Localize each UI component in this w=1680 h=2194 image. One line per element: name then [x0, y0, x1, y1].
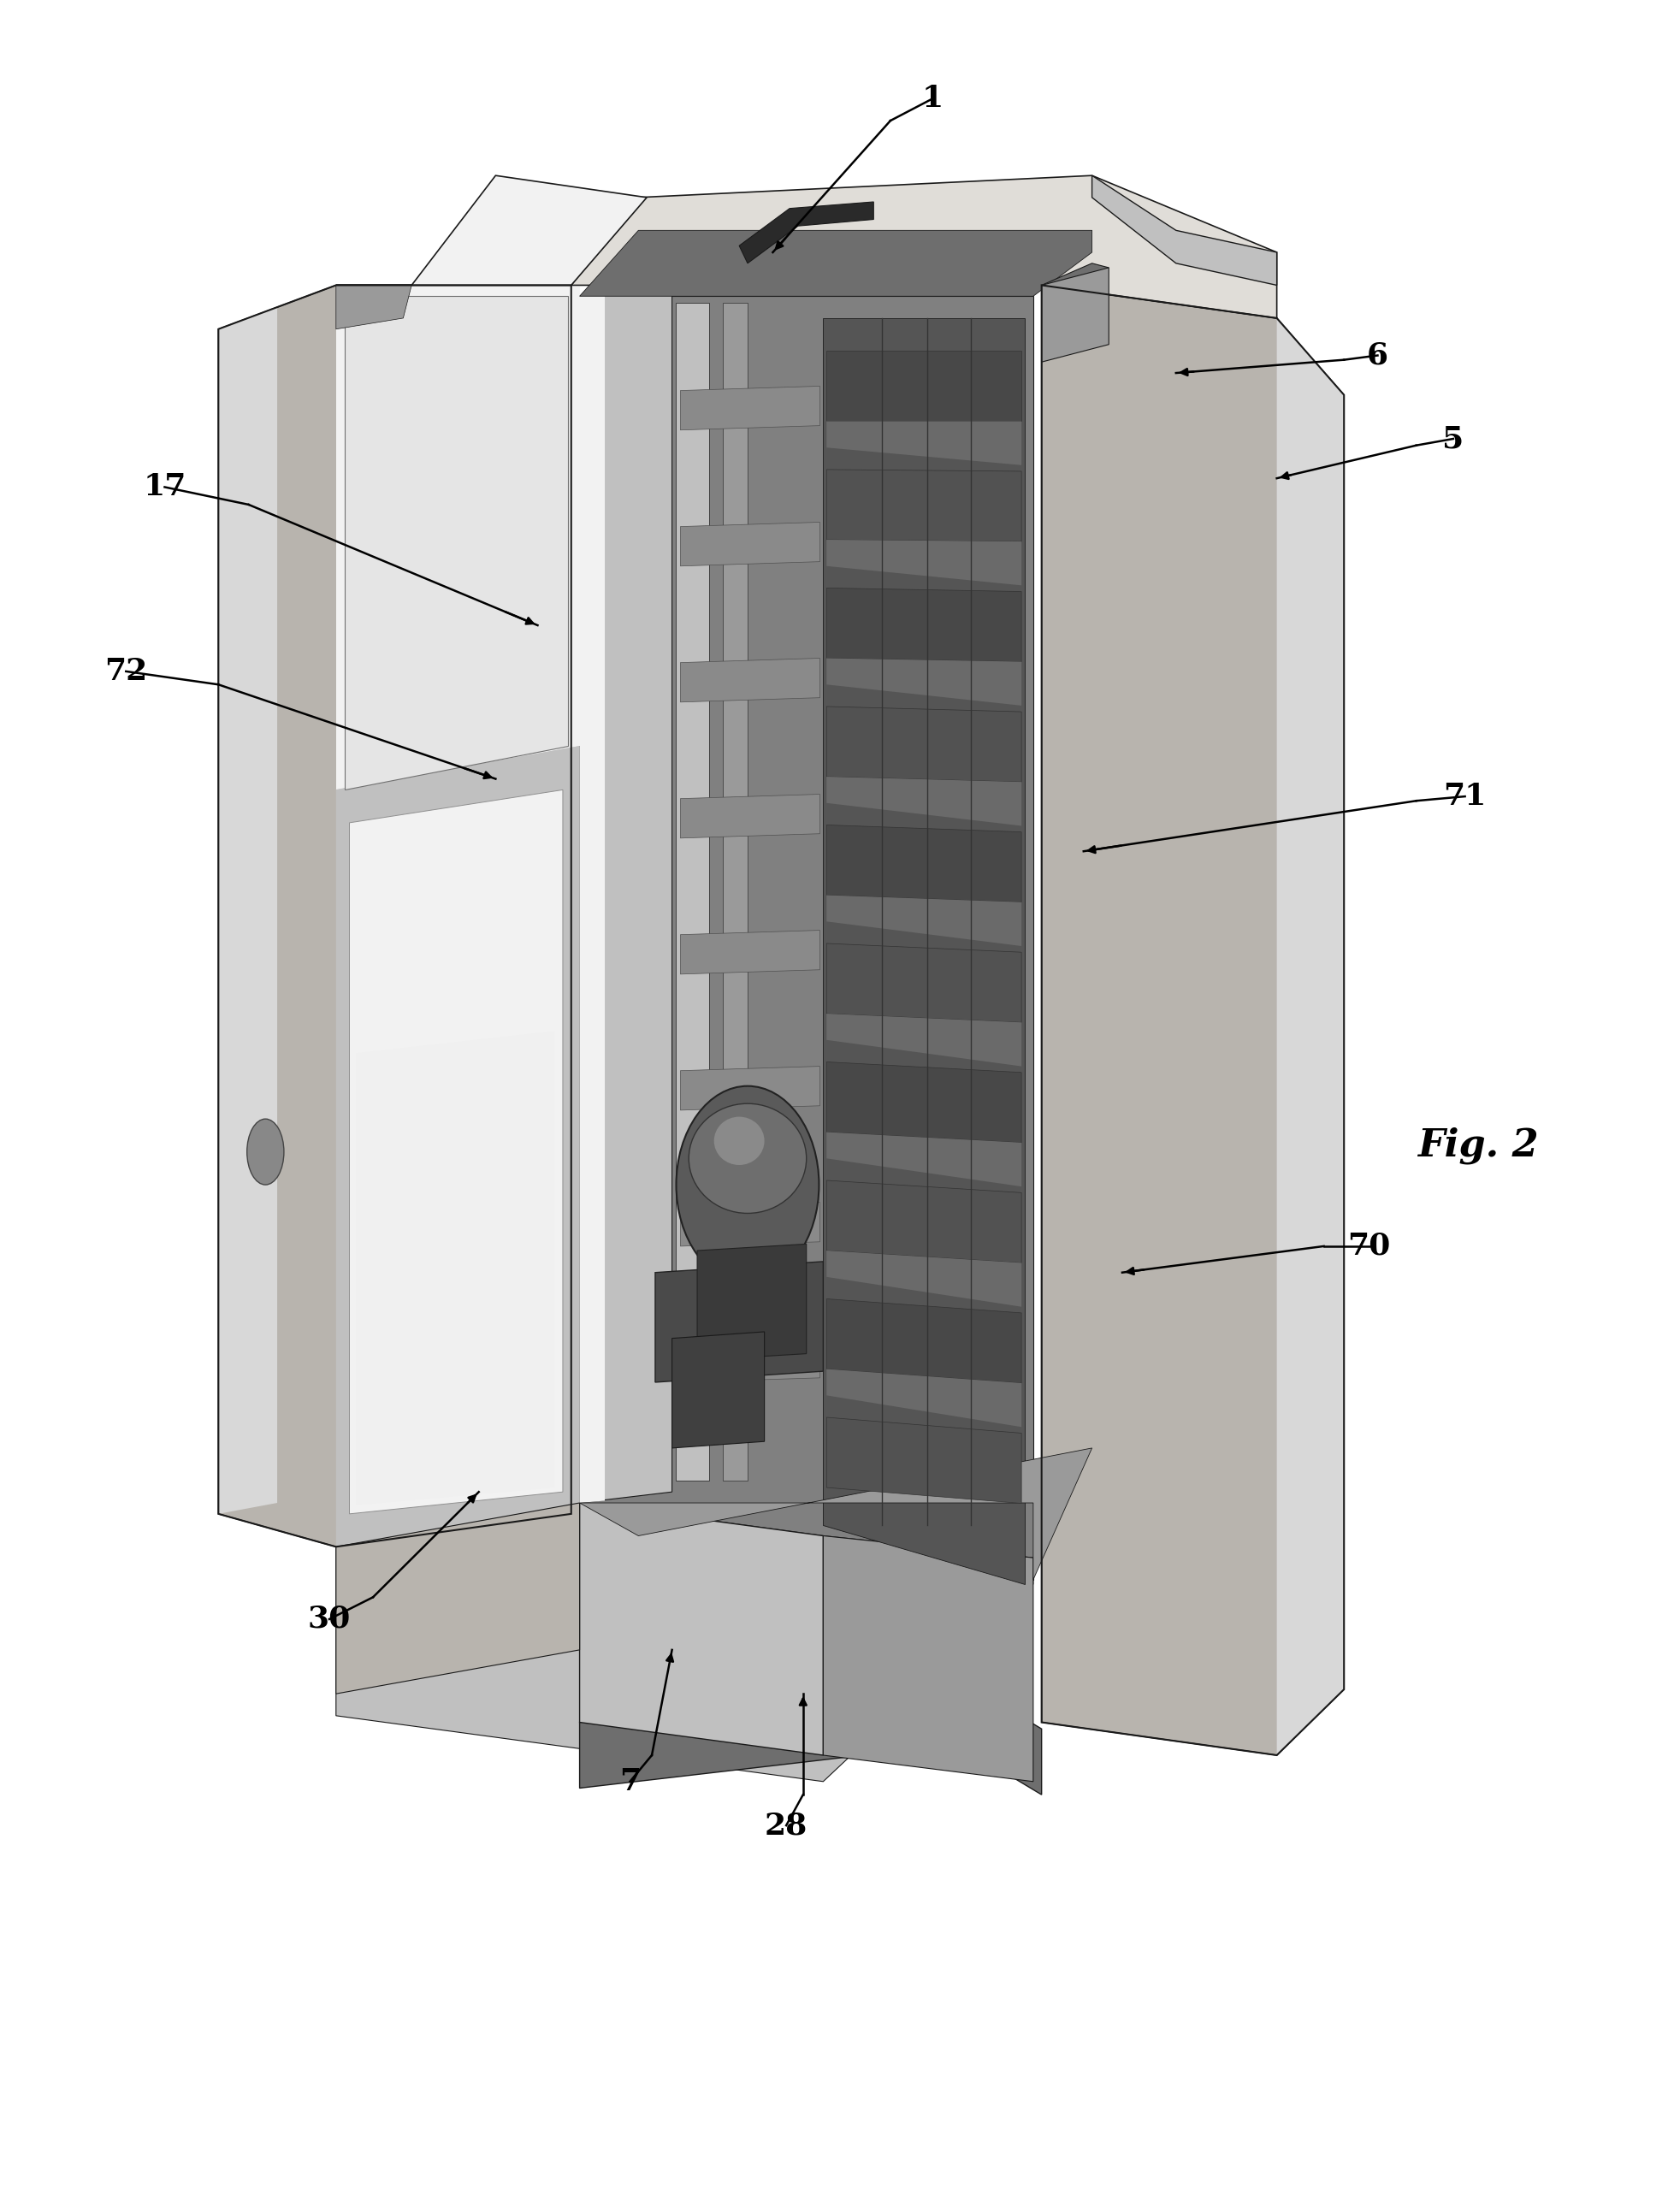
Text: 28: 28 [764, 1810, 808, 1841]
Polygon shape [672, 1332, 764, 1448]
Polygon shape [697, 1244, 806, 1360]
Text: 5: 5 [1443, 423, 1463, 454]
Polygon shape [827, 1417, 1021, 1503]
Ellipse shape [689, 1104, 806, 1213]
Text: 1: 1 [922, 83, 942, 114]
Polygon shape [827, 421, 1021, 465]
Polygon shape [1042, 268, 1109, 362]
Text: 6: 6 [1368, 340, 1388, 371]
Polygon shape [827, 470, 1021, 542]
Ellipse shape [247, 1119, 284, 1185]
Polygon shape [655, 1262, 823, 1382]
Polygon shape [722, 303, 748, 1481]
Polygon shape [827, 1014, 1021, 1066]
Polygon shape [336, 176, 647, 285]
Polygon shape [580, 296, 1033, 1580]
Polygon shape [680, 1066, 820, 1110]
Polygon shape [336, 285, 412, 329]
Polygon shape [827, 1251, 1021, 1308]
Polygon shape [823, 318, 1025, 1584]
Polygon shape [680, 658, 820, 702]
Polygon shape [827, 1132, 1021, 1187]
Polygon shape [218, 285, 571, 1547]
Text: 71: 71 [1443, 781, 1487, 812]
Polygon shape [680, 794, 820, 838]
Polygon shape [336, 285, 580, 790]
Polygon shape [680, 386, 820, 430]
Polygon shape [344, 296, 568, 790]
Text: 72: 72 [104, 656, 148, 687]
Polygon shape [580, 1678, 1042, 1795]
Polygon shape [827, 1299, 1021, 1382]
Polygon shape [827, 825, 1021, 902]
Polygon shape [827, 540, 1021, 586]
Polygon shape [680, 522, 820, 566]
Ellipse shape [714, 1117, 764, 1165]
Ellipse shape [675, 1086, 820, 1283]
Polygon shape [336, 285, 580, 1547]
Polygon shape [739, 202, 874, 263]
Polygon shape [827, 658, 1021, 706]
Polygon shape [680, 930, 820, 974]
Text: 7: 7 [620, 1766, 640, 1797]
Polygon shape [580, 285, 672, 1503]
Polygon shape [827, 706, 1021, 781]
Polygon shape [218, 307, 277, 1514]
Polygon shape [580, 230, 1092, 296]
Polygon shape [827, 351, 1021, 421]
Text: Fig. 2: Fig. 2 [1418, 1128, 1539, 1163]
Polygon shape [349, 790, 563, 1514]
Polygon shape [580, 294, 605, 1503]
Polygon shape [336, 746, 580, 1547]
Polygon shape [1042, 263, 1109, 290]
Polygon shape [336, 1503, 1033, 1782]
Text: 17: 17 [143, 472, 186, 502]
Polygon shape [1092, 176, 1277, 285]
Polygon shape [1277, 318, 1344, 1755]
Polygon shape [680, 1338, 820, 1382]
Polygon shape [580, 1503, 823, 1755]
Text: 30: 30 [307, 1604, 351, 1635]
Polygon shape [580, 1448, 1092, 1580]
Text: 70: 70 [1347, 1231, 1391, 1262]
Polygon shape [827, 588, 1021, 663]
Polygon shape [336, 1503, 580, 1694]
Polygon shape [356, 1031, 554, 1505]
Polygon shape [680, 1202, 820, 1246]
Polygon shape [827, 1062, 1021, 1143]
Polygon shape [1042, 285, 1344, 1755]
Polygon shape [675, 303, 709, 1481]
Polygon shape [336, 285, 571, 1547]
Polygon shape [827, 1369, 1021, 1426]
Polygon shape [827, 895, 1021, 946]
Polygon shape [823, 1536, 1033, 1782]
Polygon shape [827, 777, 1021, 825]
Polygon shape [827, 943, 1021, 1022]
Polygon shape [827, 1180, 1021, 1264]
Polygon shape [571, 176, 1277, 318]
